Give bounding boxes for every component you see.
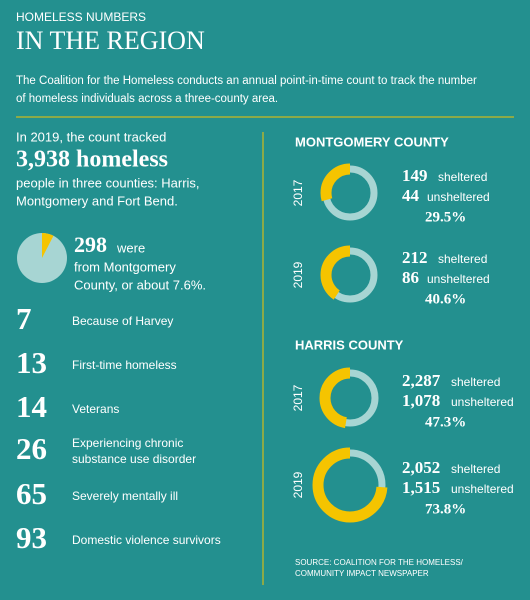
source: SOURCE: COALITION FOR THE HOMELESS/	[295, 558, 464, 567]
total-text: Montgomery and Fort Bend.	[16, 193, 178, 208]
sheltered-count: 2,052	[402, 458, 440, 477]
share-text: County, or about 7.6%.	[74, 277, 206, 292]
share-label: 47.3%	[425, 414, 466, 430]
fact-count: 7	[16, 301, 32, 336]
sheltered-label: sheltered	[438, 252, 487, 266]
unsheltered-label: unsheltered	[451, 482, 514, 496]
fact-count: 93	[16, 520, 47, 555]
county-name: HARRIS COUNTY	[295, 337, 404, 352]
intro-line: The Coalition for the Homeless conducts …	[16, 75, 477, 87]
fact-label: Veterans	[72, 402, 119, 416]
share-count: 298	[74, 232, 107, 257]
fact-label: substance use disorder	[72, 452, 196, 466]
sheltered-count: 212	[402, 248, 428, 267]
sheltered-count: 149	[402, 166, 428, 185]
share-text: from Montgomery	[74, 259, 176, 274]
share-word: were	[116, 240, 145, 255]
year: 2019	[291, 471, 305, 498]
year: 2017	[291, 384, 305, 411]
unsheltered-count: 44	[402, 186, 420, 205]
headline: 3,938 homeless	[16, 147, 168, 173]
unsheltered-count: 86	[402, 268, 419, 287]
source: COMMUNITY IMPACT NEWSPAPER	[295, 569, 429, 578]
unsheltered-label: unsheltered	[427, 272, 490, 286]
fact-count: 26	[16, 431, 47, 466]
intro-line: of homeless individuals across a three-c…	[16, 93, 278, 105]
share-label: 73.8%	[425, 501, 466, 517]
year: 2017	[291, 179, 305, 206]
kicker: HOMELESS NUMBERS	[16, 10, 146, 24]
fact-count: 14	[16, 389, 47, 424]
sheltered-label: sheltered	[451, 462, 500, 476]
total-text: people in three counties: Harris,	[16, 175, 200, 190]
donut-arc	[320, 245, 380, 305]
donut-arc	[312, 447, 388, 523]
share-label: 29.5%	[425, 209, 466, 225]
year: 2019	[291, 261, 305, 288]
unsheltered-label: unsheltered	[427, 190, 490, 204]
fact-count: 65	[16, 476, 47, 511]
sheltered-label: sheltered	[438, 170, 487, 184]
pie-slice	[42, 233, 54, 258]
fact-label: First-time homeless	[72, 358, 177, 372]
donut-arc	[319, 367, 381, 429]
donut-arc	[320, 163, 380, 223]
title: IN THE REGION	[16, 26, 205, 55]
unsheltered-count: 1,078	[402, 391, 440, 410]
fact-label: Because of Harvey	[72, 314, 173, 328]
fact-label: Domestic violence survivors	[72, 533, 221, 547]
fact-count: 13	[16, 345, 47, 380]
lead: In 2019, the count tracked	[16, 129, 166, 144]
fact-label: Severely mentally ill	[72, 489, 178, 503]
share-label: 40.6%	[425, 291, 466, 307]
sheltered-count: 2,287	[402, 371, 441, 390]
fact-label: Experiencing chronic	[72, 436, 183, 450]
unsheltered-label: unsheltered	[451, 395, 514, 409]
county-name: MONTGOMERY COUNTY	[295, 134, 449, 149]
sheltered-label: sheltered	[451, 375, 500, 389]
unsheltered-count: 1,515	[402, 478, 440, 497]
